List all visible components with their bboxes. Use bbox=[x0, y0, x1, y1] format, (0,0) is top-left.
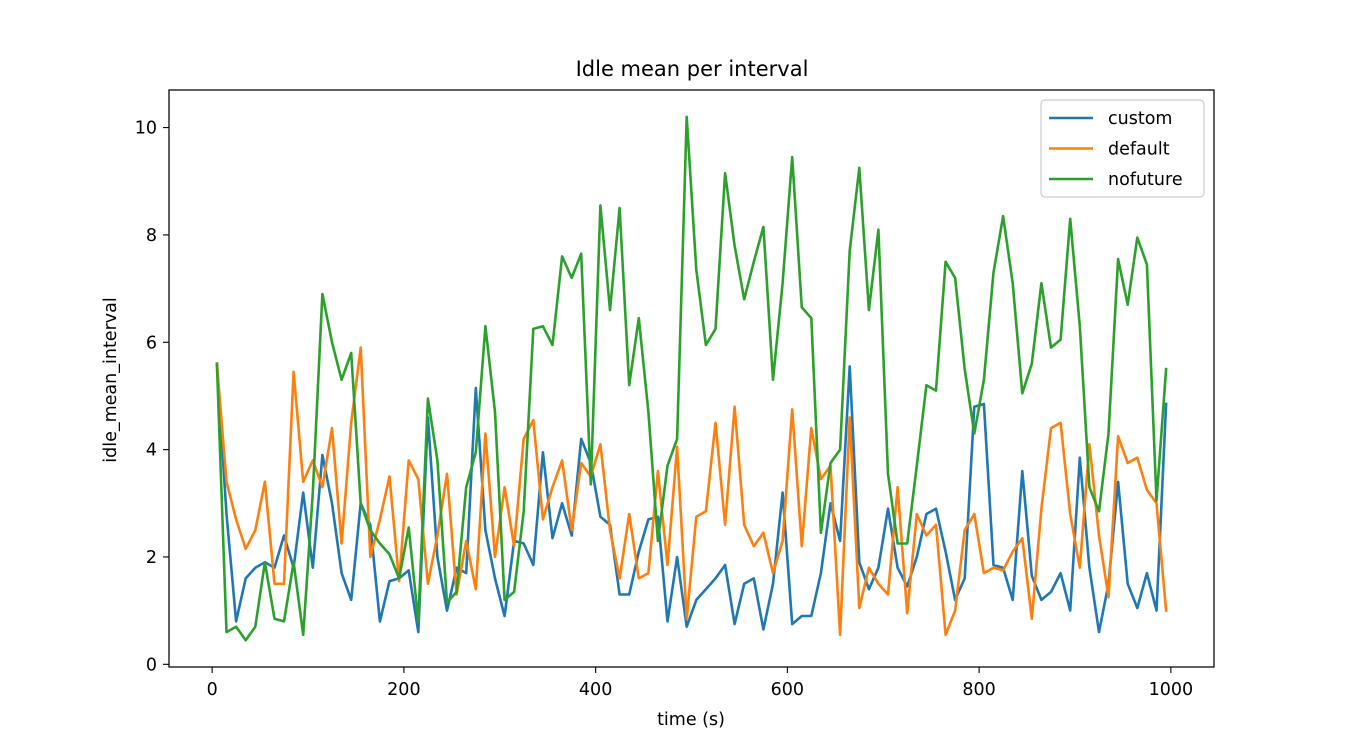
legend-label-nofuture: nofuture bbox=[1108, 170, 1183, 190]
x-axis: 0 200 400 600 800 1000 bbox=[207, 667, 1194, 700]
y-tick-label: 10 bbox=[135, 119, 157, 139]
y-tick-label: 2 bbox=[146, 548, 157, 568]
y-tick-label: 6 bbox=[146, 333, 157, 353]
x-tick-label: 0 bbox=[207, 680, 218, 700]
series-lines bbox=[215, 115, 1168, 642]
y-axis: 0 2 4 6 8 10 bbox=[135, 119, 169, 675]
y-tick-label: 0 bbox=[146, 655, 157, 675]
legend-label-custom: custom bbox=[1108, 109, 1172, 129]
series-line-nofuture bbox=[215, 115, 1168, 642]
chart-title: Idle mean per interval bbox=[576, 57, 809, 81]
legend-box bbox=[1040, 99, 1205, 198]
x-tick-label: 200 bbox=[387, 680, 420, 700]
x-tick-label: 800 bbox=[962, 680, 995, 700]
y-tick-label: 8 bbox=[146, 226, 157, 246]
series-line-custom bbox=[215, 362, 1168, 634]
y-tick-label: 4 bbox=[146, 441, 157, 461]
legend: custom default nofuture bbox=[1040, 99, 1205, 198]
x-tick-label: 1000 bbox=[1149, 680, 1194, 700]
x-axis-label: time (s) bbox=[657, 710, 725, 730]
plot-area-frame bbox=[168, 89, 1215, 668]
x-tick-label: 400 bbox=[579, 680, 612, 700]
legend-label-default: default bbox=[1108, 140, 1170, 160]
y-axis-label: idle_mean_interval bbox=[101, 297, 121, 462]
x-tick-label: 600 bbox=[771, 680, 804, 700]
